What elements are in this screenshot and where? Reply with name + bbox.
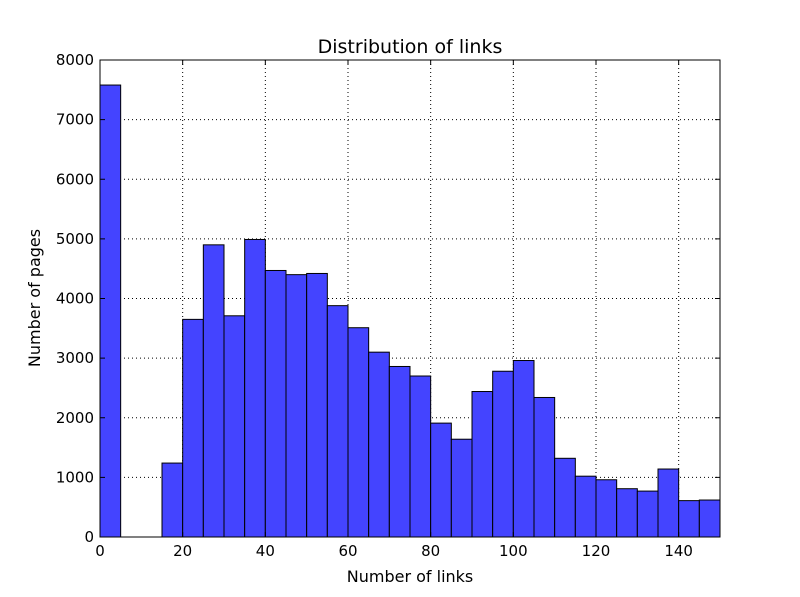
- histogram-bar: [616, 488, 638, 538]
- histogram-bar: [409, 375, 432, 538]
- histogram-bar: [698, 499, 721, 538]
- bars-layer: [99, 84, 721, 538]
- histogram-bar: [368, 351, 390, 538]
- chart-title: Distribution of links: [318, 36, 503, 58]
- histogram-bar: [306, 272, 328, 538]
- y-tick-label: 4000: [56, 290, 94, 308]
- histogram-bar: [430, 422, 452, 538]
- y-axis-title: Number of pages: [25, 229, 44, 367]
- x-tick-label: 40: [256, 542, 275, 560]
- histogram-bar: [264, 269, 287, 538]
- y-tick-label: 7000: [56, 111, 94, 129]
- y-tick-label: 6000: [56, 170, 94, 188]
- histogram-bar: [182, 318, 204, 538]
- histogram-bar: [161, 462, 184, 538]
- histogram-bar: [512, 360, 535, 538]
- x-tick-label: 60: [338, 542, 357, 560]
- histogram-bar: [492, 370, 514, 538]
- histogram-bar: [244, 238, 266, 538]
- histogram-bar: [388, 365, 411, 538]
- histogram-bar: [533, 396, 556, 538]
- histogram-bar: [99, 84, 122, 538]
- y-tick-label: 5000: [56, 230, 94, 248]
- histogram-bar: [326, 305, 349, 538]
- histogram-bar: [595, 479, 618, 538]
- y-tick-label: 2000: [56, 409, 94, 427]
- histogram-bar: [657, 468, 680, 538]
- ticks-layer: 0 1000 2000 3000 4000 5000 6000 7000 8000 0 20 40 60…: [56, 51, 720, 560]
- histogram-bar: [285, 274, 308, 538]
- histogram-bar: [574, 475, 597, 538]
- x-axis-title: Number of links: [347, 567, 474, 586]
- histogram-bar: [223, 315, 246, 538]
- x-tick-label: 120: [582, 542, 611, 560]
- x-tick-label: 140: [664, 542, 693, 560]
- histogram-bar: [202, 244, 225, 538]
- y-tick-label: 1000: [56, 468, 94, 486]
- x-tick-label: 20: [173, 542, 192, 560]
- histogram-bar: [450, 438, 473, 538]
- histogram-bar: [636, 490, 659, 538]
- y-tick-label: 3000: [56, 349, 94, 367]
- histogram-bar: [347, 327, 370, 538]
- y-tick-label: 8000: [56, 51, 94, 69]
- grid-layer: [100, 60, 720, 537]
- y-tick-label: 0: [84, 528, 94, 546]
- x-tick-label: 80: [421, 542, 440, 560]
- histogram-bar: [678, 500, 700, 538]
- histogram-bar: [471, 391, 494, 538]
- histogram-bar: [554, 457, 576, 538]
- x-tick-label: 0: [95, 542, 105, 560]
- x-tick-label: 100: [499, 542, 528, 560]
